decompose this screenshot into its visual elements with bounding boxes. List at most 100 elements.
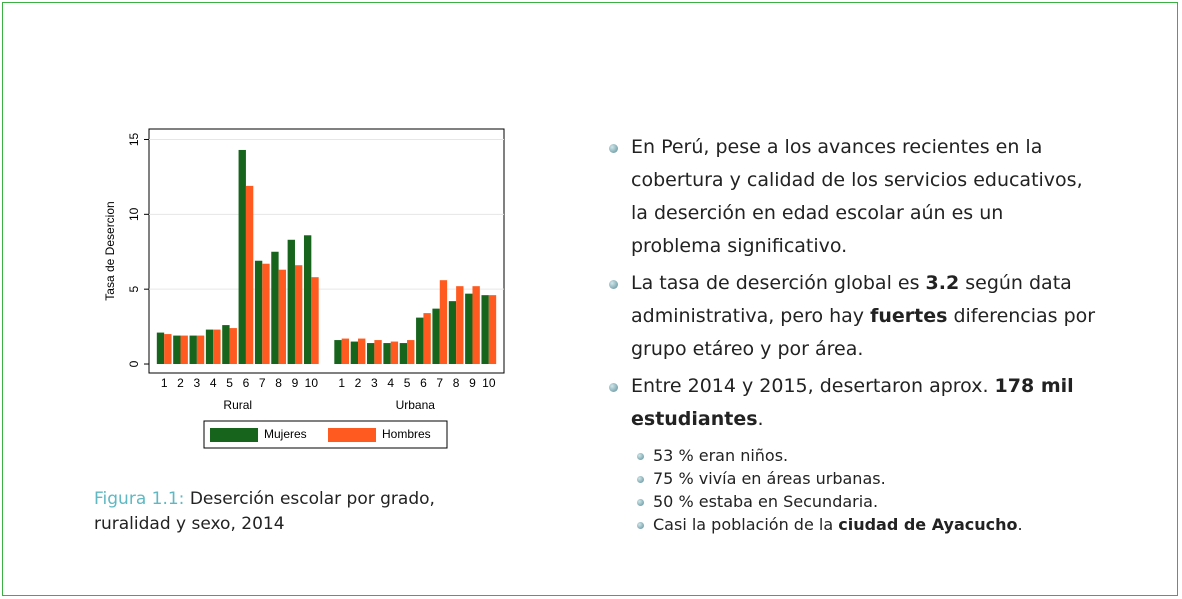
bar [439,280,448,365]
caption-text: Deserción escolar por grado, ruralidad y… [94,489,435,534]
group-label: Urbana [396,398,436,412]
bar [303,235,312,365]
bar [456,286,464,365]
sub-bullet: Casi la población de la ciudad de Ayacuc… [635,513,1097,536]
x-tick-label: 4 [387,376,394,390]
bar [334,340,342,365]
bold-text: 178 mil estudiantes [631,375,1074,430]
bold-text: 3.2 [925,272,960,294]
x-tick-label: 3 [371,376,378,390]
legend-swatch [328,428,376,442]
bar [448,301,457,365]
group-label: Rural [223,398,252,412]
sub-bullet: 75 % vivía en áreas urbanas. [635,467,1097,490]
y-tick-label: 0 [127,360,141,367]
bar [367,343,375,365]
bullets: En Perú, pese a los avances recientes en… [607,131,1097,540]
x-tick-label: 7 [259,376,266,390]
caption-label: Figura 1.1: [94,489,185,509]
plot-frame [148,128,505,374]
bar [196,335,205,365]
bar [399,343,408,365]
text: Entre 2014 y 2015, desertaron aprox. [631,375,995,397]
bar [472,286,480,365]
sub-bullet: 50 % estaba en Secundaria. [635,490,1097,513]
bar [254,260,263,365]
bar [416,317,424,365]
x-tick-label: 10 [305,376,319,390]
bar [374,340,382,365]
bar [423,313,431,365]
x-tick-label: 7 [436,376,443,390]
bar [189,335,197,365]
x-tick-label: 10 [482,376,496,390]
y-axis-label: Tasa de Desercion [103,201,117,300]
caption: Figura 1.1: Deserción escolar por grado,… [94,487,514,537]
text: 75 % vivía en áreas urbanas. [653,469,886,488]
sub-bullets: 53 % eran niños. 75 % vivía en áreas urba… [631,444,1097,536]
x-tick-label: 3 [194,376,201,390]
bar [180,335,188,365]
bullet: Entre 2014 y 2015, desertaron aprox. 178… [607,370,1097,536]
bar [341,338,350,365]
text: 53 % eran niños. [653,446,789,465]
x-tick-label: 4 [210,376,217,390]
bar [350,341,359,365]
bar [222,325,230,365]
bar [358,338,366,365]
bar [271,251,279,365]
text: . [757,408,764,430]
bar [383,343,391,365]
bar [432,308,440,365]
x-tick-label: 9 [469,376,476,390]
bullet: La tasa de deserción global es 3.2 según… [607,267,1097,366]
bold-text: fuertes [870,305,948,327]
bar [294,265,303,365]
x-tick-label: 5 [226,376,233,390]
y-tick-label: 10 [127,207,141,221]
x-tick-label: 8 [453,376,460,390]
legend-label: Mujeres [264,427,307,441]
x-tick-label: 1 [161,376,168,390]
bullet: En Perú, pese a los avances recientes en… [607,131,1097,263]
text: diferencias por grupo etáreo y por área. [631,305,1096,360]
sub-bullet: 53 % eran niños. [635,444,1097,467]
x-tick-label: 2 [355,376,362,390]
x-tick-label: 5 [404,376,411,390]
legend-swatch [210,428,258,442]
text: En Perú, pese a los avances recientes en… [631,136,1083,257]
bar [488,295,497,365]
bar [156,332,165,365]
bar [173,335,181,365]
x-tick-label: 1 [338,376,345,390]
x-tick-label: 6 [243,376,250,390]
x-tick-label: 2 [177,376,184,390]
text: 50 % estaba en Secundaria. [653,492,879,511]
bar [407,340,415,365]
legend-label: Hombres [382,427,431,441]
bar [238,149,246,365]
x-tick-label: 8 [275,376,282,390]
text: Casi la población de la [653,515,839,534]
bar [262,263,270,365]
x-tick-label: 9 [292,376,299,390]
bold-text: ciudad de Ayacucho [838,515,1018,534]
bar [213,329,221,365]
bar [481,295,489,365]
bar [229,328,237,365]
bar [311,277,319,365]
bar [205,329,214,365]
bar [164,334,172,365]
bar [465,293,473,365]
bar [287,239,295,365]
bar [278,269,286,365]
text: La tasa de deserción global es [631,272,926,294]
text: . [1017,515,1023,534]
y-tick-label: 5 [127,286,141,293]
bar [390,341,399,365]
y-tick-label: 15 [127,132,141,146]
text: según data administrativa, pero hay [631,272,1072,327]
bar [245,185,254,365]
